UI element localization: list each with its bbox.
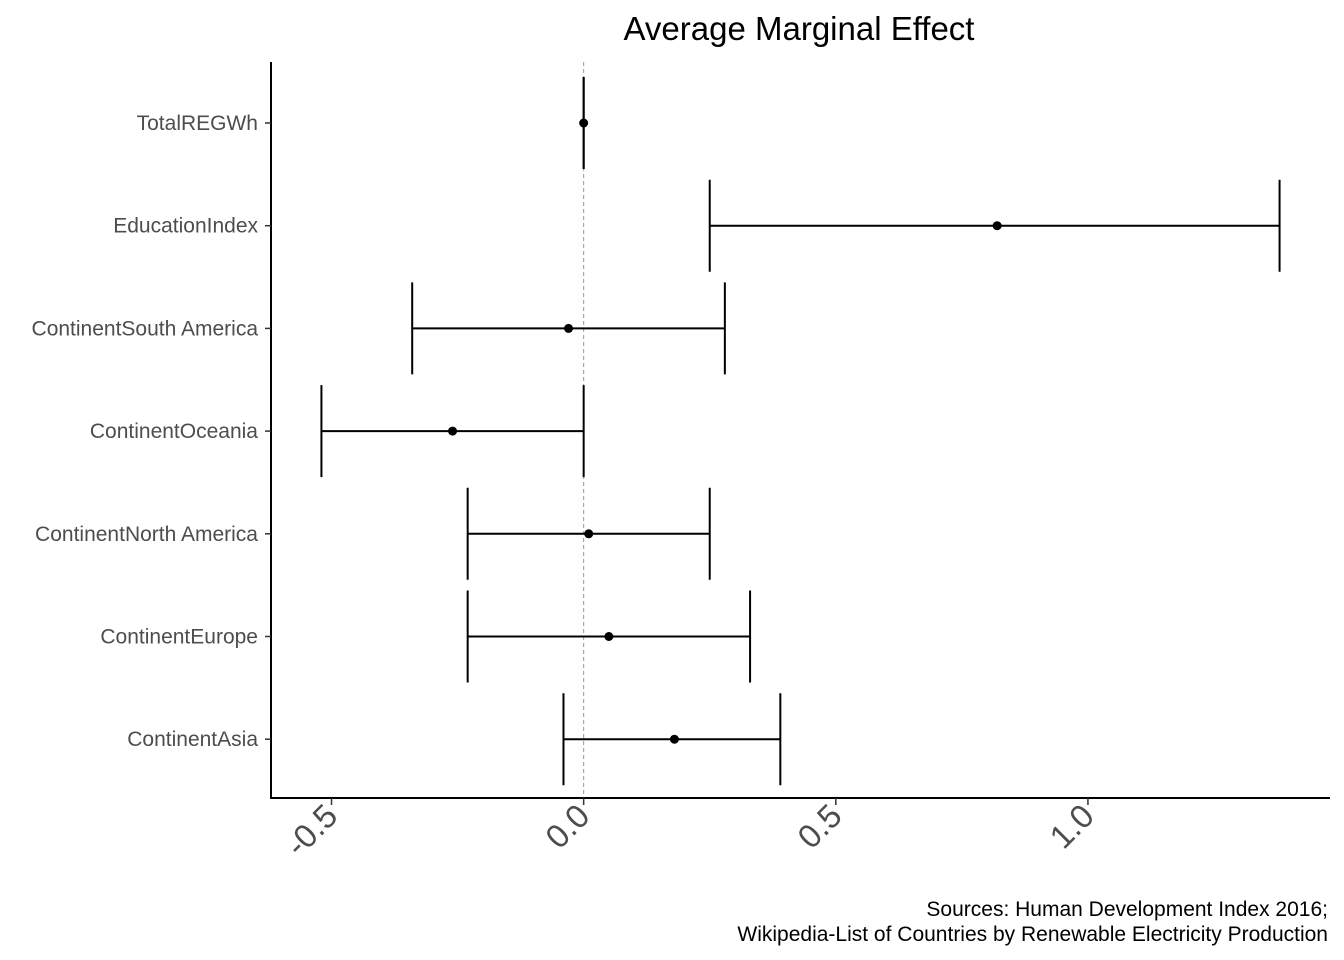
- plot-area: [320, 62, 1281, 798]
- x-tick-label-0: -0.5: [278, 797, 344, 863]
- point-estimate-continenteurope: [604, 632, 614, 641]
- point-estimate-continentasia: [669, 734, 679, 744]
- x-tick-label-3: 1.0: [1042, 797, 1101, 856]
- point-estimate-totalregwh: [579, 118, 589, 128]
- y-tick-label-continentnorth-america: ContinentNorth America: [35, 523, 258, 546]
- point-estimate-continentoceania: [448, 426, 458, 436]
- y-tick-label-educationindex: EducationIndex: [113, 215, 258, 238]
- y-tick-label-continenteurope: ContinentEurope: [100, 626, 258, 649]
- caption-line-1: Sources: Human Development Index 2016;: [926, 898, 1328, 921]
- point-estimate-continentsouth-america: [564, 323, 574, 333]
- x-tick-label-2: 0.5: [790, 797, 849, 856]
- y-tick-label-continentoceania: ContinentOceania: [90, 420, 258, 443]
- y-tick-label-continentsouth-america: ContinentSouth America: [32, 317, 259, 340]
- chart-title: Average Marginal Effect: [624, 10, 975, 47]
- point-estimate-continentnorth-america: [584, 529, 594, 539]
- x-tick-label-1: 0.0: [538, 797, 597, 856]
- caption-line-2: Wikipedia-List of Countries by Renewable…: [737, 923, 1328, 946]
- axes: TotalREGWh EducationIndex ContinentSouth A…: [32, 112, 1101, 863]
- y-tick-label-totalregwh: TotalREGWh: [137, 112, 258, 135]
- point-estimate-educationindex: [992, 221, 1002, 231]
- y-tick-label-continentasia: ContinentAsia: [127, 728, 258, 751]
